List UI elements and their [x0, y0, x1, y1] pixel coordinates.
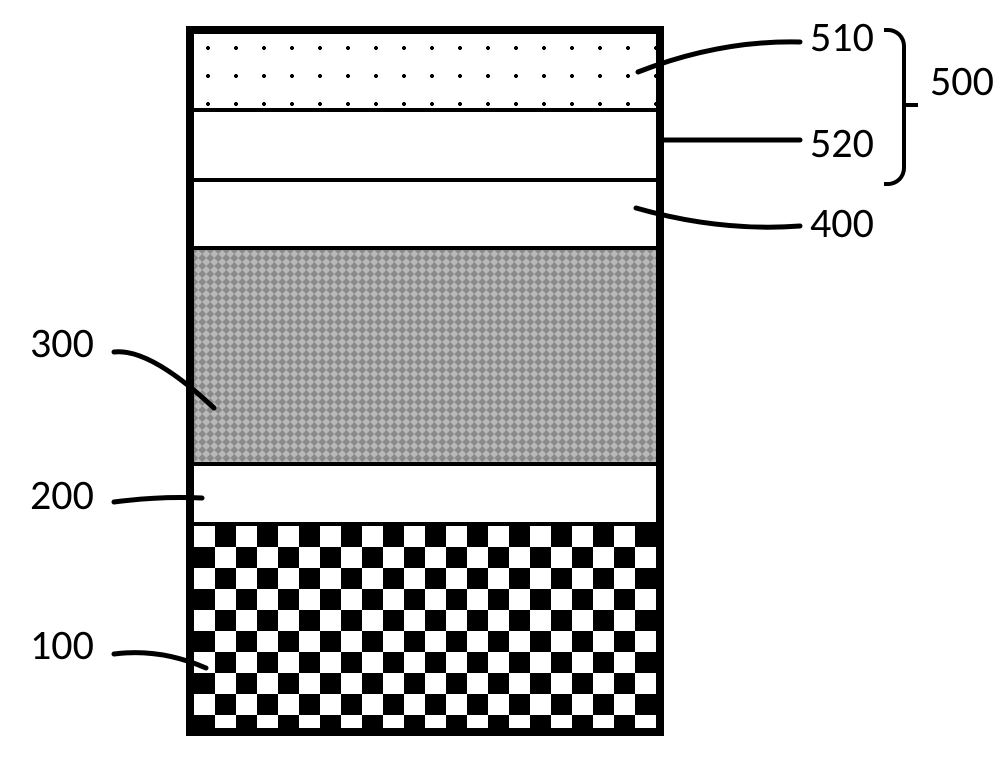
label-520: 520 [810, 118, 874, 169]
figure-canvas: 510 520 400 500 300 200 100 [0, 0, 1000, 780]
label-510: 510 [810, 12, 874, 63]
layer-520 [190, 108, 660, 178]
label-200: 200 [30, 470, 94, 521]
layer-510 [190, 30, 660, 108]
layer-200 [190, 462, 660, 522]
label-400: 400 [810, 198, 874, 249]
brace-500 [884, 28, 906, 186]
label-500: 500 [930, 56, 994, 107]
layer-stack [190, 30, 660, 732]
layer-100 [190, 522, 660, 732]
layer-300 [190, 246, 660, 462]
label-100: 100 [30, 620, 94, 671]
layer-400 [190, 178, 660, 246]
label-300: 300 [30, 318, 94, 369]
